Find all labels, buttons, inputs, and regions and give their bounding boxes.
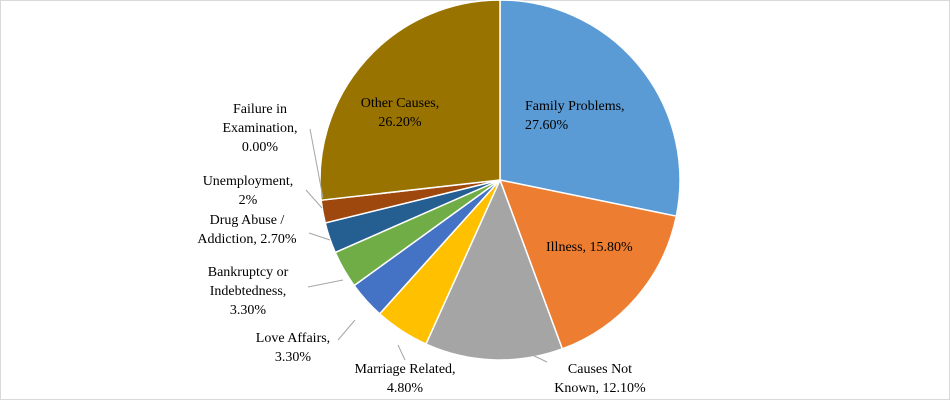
leader-line (308, 232, 331, 241)
leader-line (305, 189, 323, 209)
data-label-line: Failure in (233, 102, 287, 117)
pie-slice-family-problems (499, 0, 681, 218)
data-label-line: 3.30% (230, 303, 267, 318)
leader-line (397, 344, 406, 361)
data-label-line: Other Causes, (361, 96, 440, 111)
data-label-line: Drug Abuse / (210, 213, 285, 228)
data-label: Family Problems, 27.60% (525, 99, 625, 133)
data-label: Love Affairs, 3.30% (256, 331, 330, 365)
data-label: Unemployment, 2% (203, 174, 294, 208)
data-label-line: Examination, (222, 121, 297, 136)
data-label: Marriage Related, 4.80% (354, 362, 455, 396)
data-label-line: 26.20% (378, 115, 422, 130)
data-label: Other Causes, 26.20% (361, 96, 440, 130)
data-label: Causes Not Known, 12.10% (554, 362, 646, 396)
leader-line (337, 319, 356, 341)
data-label: Bankruptcy or Indebtedness, 3.30% (208, 265, 289, 318)
data-label: Drug Abuse / Addiction, 2.70% (197, 213, 296, 247)
data-label-line: Love Affairs, (256, 331, 330, 346)
leader-line (309, 128, 324, 199)
leader-line (307, 279, 344, 288)
data-label-line: Bankruptcy or (208, 265, 289, 280)
data-label-line: Addiction, 2.70% (197, 232, 296, 247)
leader-line (529, 353, 548, 363)
data-label-line: Known, 12.10% (554, 381, 646, 396)
pie-slice-illness (498, 178, 678, 350)
pie-slice-causes-not-known (424, 178, 564, 361)
data-label-line: 4.80% (387, 381, 424, 396)
pie-slice-other-causes (319, 0, 501, 202)
data-label-line: Marriage Related, (354, 362, 455, 377)
data-label-line: Illness, 15.80% (546, 240, 633, 255)
data-label-line: Family Problems, (525, 99, 625, 114)
data-label-line: 2% (239, 193, 258, 208)
data-label-line: 0.00% (242, 140, 279, 155)
data-label-line: 3.30% (275, 350, 312, 365)
data-label-line: Causes Not (568, 362, 632, 377)
data-label-line: Indebtedness, (210, 284, 287, 299)
data-label-line: Unemployment, (203, 174, 294, 189)
data-label: Illness, 15.80% (546, 240, 633, 255)
data-label: Failure in Examination, 0.00% (222, 102, 297, 155)
data-label-line: 27.60% (525, 118, 569, 133)
